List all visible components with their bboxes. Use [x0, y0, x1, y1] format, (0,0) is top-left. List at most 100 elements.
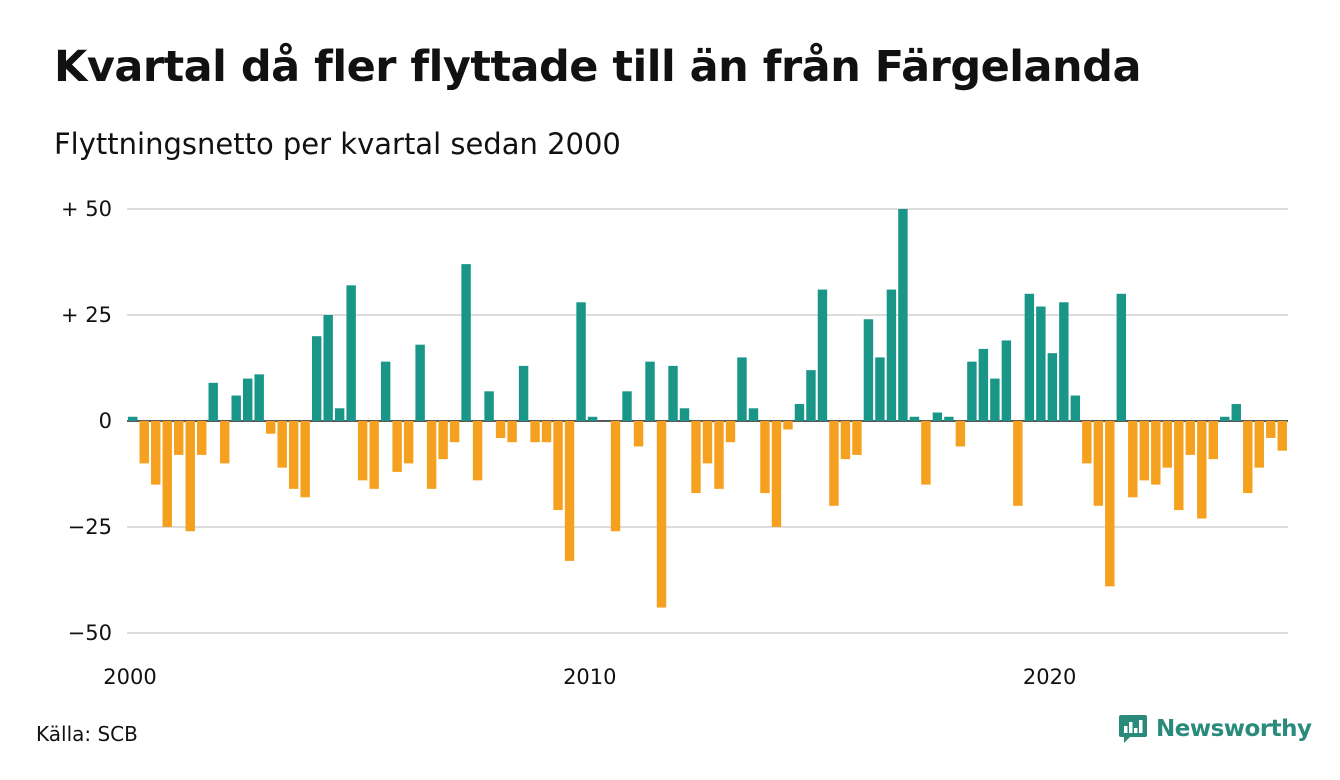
bar [794, 404, 805, 421]
bar [288, 421, 299, 489]
chart-title: Kvartal då fler flyttade till än från Fä… [54, 42, 1141, 92]
bar [530, 421, 540, 443]
bar [139, 421, 149, 464]
bar [840, 421, 851, 460]
bar [541, 421, 552, 443]
x-axis-labels: 2000 2010 2020 [103, 665, 1076, 689]
bar [518, 365, 529, 421]
bar [334, 408, 345, 421]
bar [484, 391, 494, 421]
bar [1197, 421, 1207, 519]
bar [783, 421, 793, 430]
bar [380, 361, 391, 421]
bar [656, 421, 667, 608]
bar [357, 421, 368, 481]
bar [392, 421, 402, 472]
y-tick-label: −25 [68, 515, 112, 539]
bar [162, 421, 172, 527]
bar [944, 416, 954, 421]
bar [829, 421, 839, 506]
bar [300, 421, 310, 498]
bar [311, 336, 322, 421]
bar [185, 421, 195, 532]
bar [495, 421, 506, 438]
bar [909, 416, 920, 421]
bar [1151, 421, 1161, 485]
bar [852, 421, 862, 455]
bar [553, 421, 563, 511]
bar [1013, 421, 1023, 506]
y-axis-labels: + 50 + 25 0 −25 −50 [61, 197, 112, 645]
bar [610, 421, 621, 532]
bar [1162, 421, 1173, 468]
bar [806, 370, 816, 421]
bar [668, 365, 678, 421]
bar [771, 421, 782, 527]
bar [174, 421, 184, 455]
bar [748, 408, 759, 421]
y-tick-label: −50 [68, 621, 112, 645]
bar [1047, 353, 1058, 421]
newsworthy-logo-icon [1119, 715, 1147, 743]
brand-logo: Newsworthy [1118, 713, 1312, 745]
bar [277, 421, 287, 468]
bar [1036, 306, 1046, 421]
bar [323, 315, 333, 421]
bar [242, 378, 253, 421]
bar [702, 421, 713, 464]
bar [587, 416, 598, 421]
bar [197, 421, 207, 455]
bar [231, 395, 241, 421]
bar [875, 357, 885, 421]
bar [208, 382, 218, 421]
brand-name: Newsworthy [1156, 716, 1312, 742]
bar [737, 357, 747, 421]
bar [622, 391, 632, 421]
bar [1001, 340, 1012, 421]
bar [714, 421, 724, 489]
bar [817, 289, 828, 421]
bar [1174, 421, 1184, 511]
bar [576, 302, 586, 421]
x-tick-label: 2000 [103, 665, 156, 689]
bar [219, 421, 230, 464]
bar [438, 421, 448, 460]
bar [461, 264, 471, 421]
bar [898, 209, 908, 421]
bar [151, 421, 161, 485]
bar [955, 421, 966, 447]
bar [1093, 421, 1104, 506]
x-tick-label: 2020 [1023, 665, 1076, 689]
bar [1139, 421, 1150, 481]
bar [1277, 421, 1287, 451]
bars [128, 209, 1287, 608]
bar [472, 421, 483, 481]
bar [346, 285, 356, 421]
bar [1024, 293, 1035, 421]
bar [967, 361, 977, 421]
bar [725, 421, 736, 443]
bar [1105, 421, 1115, 587]
bar [1070, 395, 1081, 421]
x-tick-label: 2010 [563, 665, 616, 689]
bar [265, 421, 276, 434]
bar [1231, 404, 1241, 421]
bar [921, 421, 931, 485]
bar [1266, 421, 1276, 438]
bar [645, 361, 655, 421]
bar [128, 416, 138, 421]
bar [254, 374, 264, 421]
bar [403, 421, 414, 464]
bar [633, 421, 644, 447]
chart-subtitle: Flyttningsnetto per kvartal sedan 2000 [54, 127, 621, 161]
bar [369, 421, 379, 489]
source-note: Källa: SCB [36, 722, 138, 746]
y-tick-label: + 50 [61, 197, 112, 221]
bar [1254, 421, 1264, 468]
bar [932, 412, 943, 421]
bar [1243, 421, 1253, 494]
bar [1116, 293, 1127, 421]
bar [760, 421, 770, 494]
bar [449, 421, 460, 443]
bar [679, 408, 690, 421]
